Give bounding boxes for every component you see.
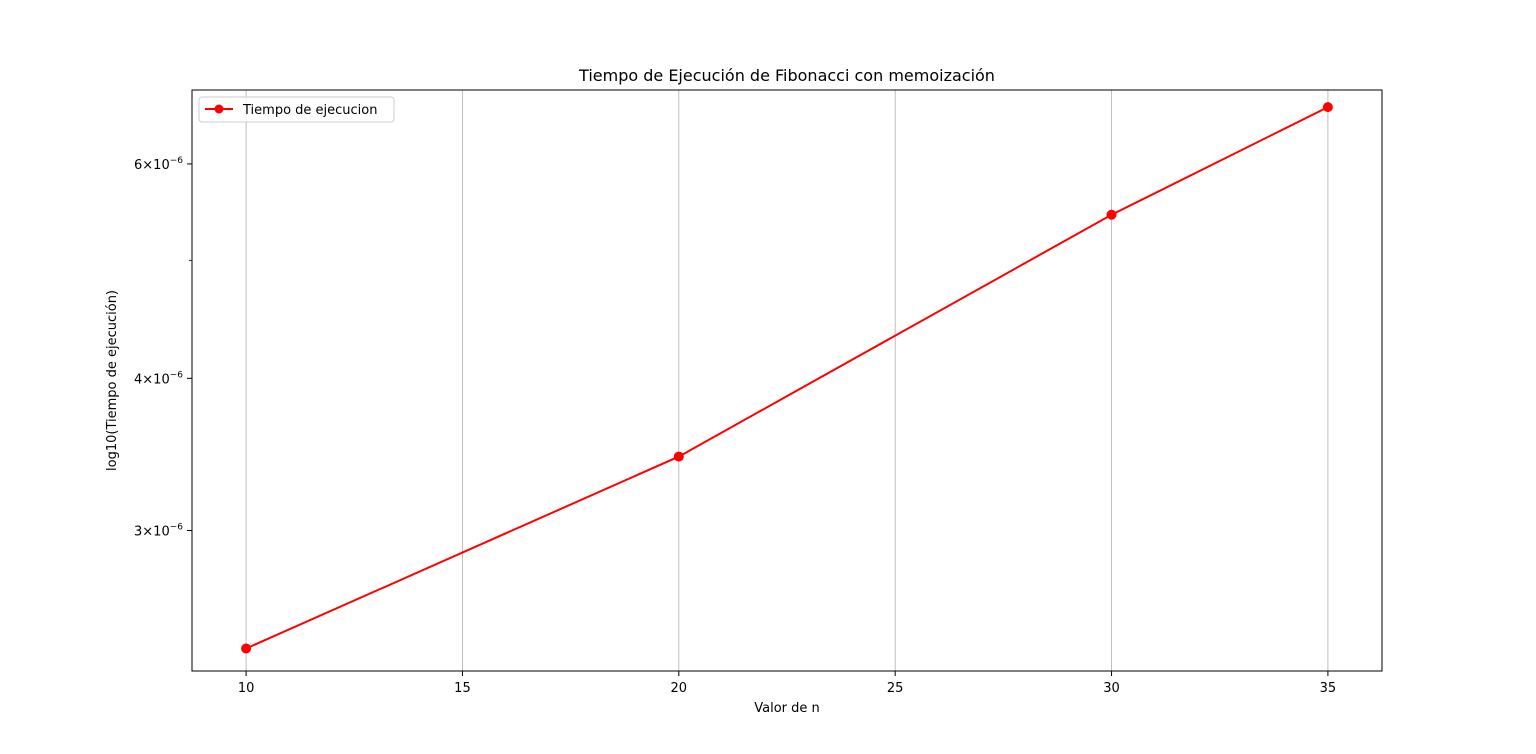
x-tick-label: 15: [454, 681, 471, 696]
series-layer: [241, 102, 1333, 654]
legend: Tiempo de ejecucion: [198, 96, 395, 123]
plot-frame: [191, 89, 1383, 672]
x-tick-label: 35: [1320, 681, 1337, 696]
y-axis-label: log10(Tiempo de ejecución): [105, 290, 120, 471]
y-tick-label: 3×10−6: [134, 522, 183, 539]
legend-box: [198, 96, 395, 123]
y-tick-label: 4×10−6: [134, 370, 183, 387]
data-point: [1106, 209, 1117, 220]
x-tick-label: 25: [887, 681, 904, 696]
y-tick-label: 6×10−6: [134, 156, 183, 173]
legend-label: Tiempo de ejecucion: [242, 103, 377, 118]
x-axis-ticks: 10 15 20 25 30 35: [238, 671, 1336, 696]
data-point: [241, 643, 252, 654]
legend-marker: [214, 104, 224, 114]
series-line: [245, 106, 1329, 650]
data-point: [673, 451, 684, 462]
y-axis-ticks: 3×10−6 4×10−6 6×10−6: [134, 156, 192, 539]
data-point: [1322, 102, 1333, 113]
x-axis-label: Valor de n: [754, 701, 820, 716]
x-tick-label: 30: [1103, 681, 1120, 696]
grid-layer: [245, 90, 1329, 671]
x-tick-label: 20: [671, 681, 688, 696]
x-tick-label: 10: [238, 681, 255, 696]
chart-title: Tiempo de Ejecución de Fibonacci con mem…: [578, 66, 995, 85]
